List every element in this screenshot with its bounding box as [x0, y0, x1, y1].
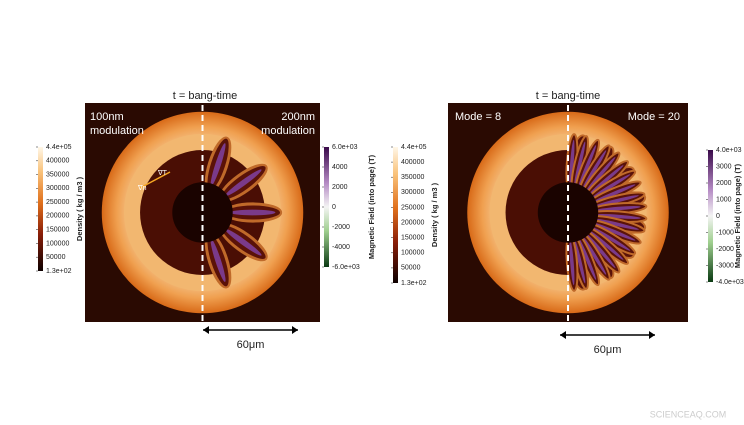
- sim-center: [537, 182, 599, 243]
- colorbar-label: 4000: [332, 164, 348, 171]
- sim-field: [230, 209, 276, 216]
- label: modulation: [90, 125, 144, 137]
- colorbar: [708, 150, 713, 282]
- sim-field: [593, 222, 636, 241]
- sim-field: [210, 143, 226, 187]
- colorbar-label: 50000: [46, 254, 66, 261]
- sim-field: [589, 165, 624, 195]
- colorbar: [324, 147, 329, 267]
- colorbar-label: 350000: [46, 171, 69, 178]
- colorbar-label: -2000: [716, 246, 734, 253]
- colorbar-label: 100000: [401, 250, 424, 257]
- annotation: ∇n: [137, 184, 147, 192]
- sim-field: [593, 184, 636, 203]
- colorbar-label: 100000: [46, 240, 69, 247]
- panel-title: t = bang-time: [536, 90, 601, 102]
- colorbar-title: Density ( kg / m3 ): [430, 182, 439, 247]
- colorbar-label: 4.4e+05: [46, 144, 72, 151]
- colorbar-label: 300000: [401, 189, 424, 196]
- colorbar-label: -4.0e+03: [716, 279, 744, 286]
- colorbar-label: 3000: [716, 163, 732, 170]
- colorbar-label: 200000: [401, 219, 424, 226]
- colorbar-label: 50000: [401, 265, 421, 272]
- sim-field: [585, 233, 616, 268]
- colorbar-label: 200000: [46, 213, 69, 220]
- scale-label: 60μm: [594, 344, 622, 356]
- colorbar-label: 150000: [46, 227, 69, 234]
- sim-field: [591, 226, 631, 251]
- sim-field: [582, 150, 607, 189]
- colorbar-label: -3000: [716, 262, 734, 269]
- annotation: ∇T: [157, 169, 168, 177]
- sim-field: [574, 141, 586, 186]
- colorbar-label: 250000: [401, 204, 424, 211]
- colorbar-title: Density ( kg / m3 ): [75, 176, 84, 241]
- colorbar-label: 1000: [716, 196, 732, 203]
- colorbar-label: 2000: [716, 180, 732, 187]
- colorbar-title: Magnetic Field (into page) (T): [733, 163, 742, 268]
- colorbar: [38, 147, 43, 271]
- sim-field: [585, 157, 616, 192]
- sim-field: [569, 139, 575, 185]
- sim-field: [595, 218, 639, 230]
- colorbar-label: 4.4e+05: [401, 144, 427, 151]
- colorbar-label: -2000: [332, 224, 350, 231]
- colorbar-label: 1.3e+02: [46, 268, 72, 275]
- colorbar-label: 0: [332, 204, 336, 211]
- watermark: SCIENCEAQ.COM: [650, 409, 727, 419]
- colorbar-label: 400000: [401, 159, 424, 166]
- annotation-line: [139, 171, 171, 189]
- label: 100nm: [90, 111, 124, 123]
- label: modulation: [261, 125, 315, 137]
- sim-field: [595, 213, 641, 219]
- sim-field: [224, 169, 262, 197]
- colorbar-label: 150000: [401, 235, 424, 242]
- sim-field: [578, 238, 597, 280]
- colorbar-label: -1000: [716, 229, 734, 236]
- colorbar-label: 1.3e+02: [401, 280, 427, 287]
- colorbar-label: 400000: [46, 158, 69, 165]
- sim-center: [172, 182, 233, 243]
- label: Mode = 8: [455, 111, 501, 123]
- colorbar: [393, 147, 398, 283]
- colorbar-label: 300000: [46, 185, 69, 192]
- colorbar-label: 6.0e+03: [332, 144, 358, 151]
- sim-field: [591, 174, 631, 199]
- colorbar-label: 350000: [401, 174, 424, 181]
- sim-field: [578, 145, 597, 187]
- label: 200nm: [281, 111, 315, 123]
- panel-title: t = bang-time: [173, 90, 238, 102]
- sim-field: [574, 239, 586, 284]
- scale-label: 60μm: [237, 339, 265, 351]
- colorbar-label: 250000: [46, 199, 69, 206]
- colorbar-label: -6.0e+03: [332, 264, 360, 271]
- sim-field: [224, 228, 262, 256]
- sim-field: [589, 230, 624, 260]
- colorbar-label: 0: [716, 213, 720, 220]
- colorbar-title: Magnetic Field (into page) (T): [367, 154, 376, 259]
- sim-field: [582, 236, 607, 275]
- sim-field: [210, 238, 226, 282]
- panels: t = bang-time 100nm modulation 200nm modulat…: [36, 90, 744, 356]
- colorbar-label: -4000: [332, 244, 350, 251]
- label: Mode = 20: [628, 111, 680, 123]
- colorbar-label: 4.0e+03: [716, 147, 742, 154]
- colorbar-label: 2000: [332, 184, 348, 191]
- sim-field: [569, 240, 575, 286]
- sim-field: [595, 195, 639, 207]
- sim-field: [595, 206, 641, 212]
